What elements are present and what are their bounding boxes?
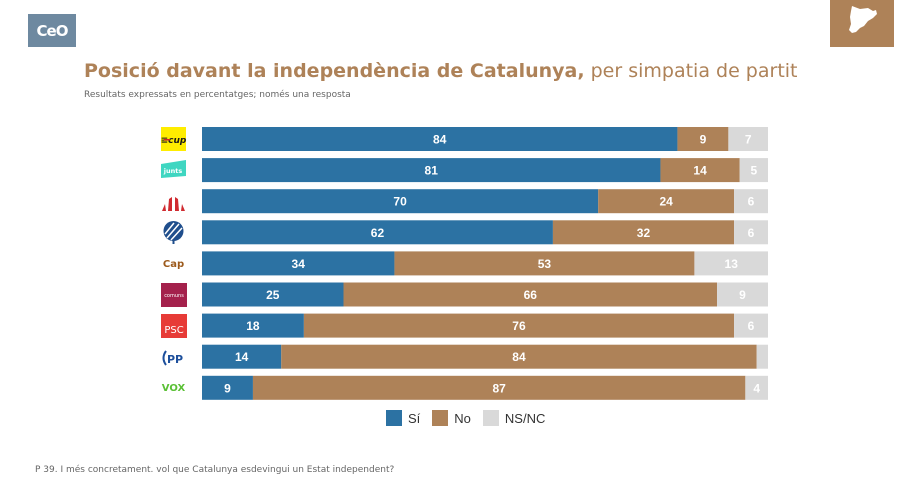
ceo-logo-icon: CeO: [28, 14, 76, 47]
legend-label-si: Sí: [408, 410, 421, 426]
bar-row-cap: 34 53 13: [202, 251, 768, 276]
psc-logo-text: PSC: [164, 325, 183, 336]
data-label-no-junts: 14: [693, 164, 707, 178]
cup-logo-icon: ≡cup: [160, 127, 187, 151]
legend-swatch-si: [386, 410, 402, 426]
comuns-logo-text: comuns: [164, 293, 184, 299]
chart-title-bold: Posició davant la independència de Catal…: [84, 60, 585, 82]
bar-si-pp: [202, 344, 282, 369]
pp-logo-text: PP: [167, 353, 183, 366]
bar-no-cap: [394, 251, 695, 276]
legend-swatch-no: [432, 410, 449, 426]
bar-nsnc-junts: [739, 158, 768, 183]
data-label-nsnc-erc: 6: [748, 195, 755, 209]
bar-si-psc: [202, 313, 304, 338]
bar-nsnc-cap: [694, 251, 768, 276]
bar-row-cup: 84 9 7: [202, 127, 768, 151]
data-label-si-junts: 81: [425, 164, 439, 178]
legend-item-no: No: [432, 410, 471, 426]
comuns-logo-icon: comuns: [160, 283, 187, 307]
chart-title-light: per simpatia de partit: [584, 60, 798, 82]
legend-label-no: No: [454, 410, 471, 426]
data-label-no-vox: 87: [492, 381, 506, 395]
bar-si-erc: [202, 189, 599, 214]
chart-title: Posició davant la independència de Catal…: [84, 60, 798, 82]
data-label-no-comuns: 66: [524, 288, 538, 302]
data-label-no-cap: 53: [538, 257, 552, 271]
data-label-si-erc: 70: [393, 195, 407, 209]
data-label-si-vox: 9: [224, 381, 231, 395]
data-label-nsnc-psc: 6: [748, 319, 755, 333]
bar-row-junts: 81 14 5: [202, 158, 768, 183]
cap-label-text: Cap: [162, 258, 185, 270]
data-label-nsnc-cap: 13: [725, 257, 739, 271]
bar-no-psc: [303, 313, 735, 338]
bar-no-vox: [252, 375, 746, 400]
bar-row-vox: 9 87 4: [202, 375, 768, 400]
bar-row-alhora: 62 32 6: [202, 220, 768, 245]
bar-nsnc-alhora: [734, 220, 768, 245]
bar-row-pp: 14 84: [202, 344, 768, 369]
legend-swatch-nsnc: [482, 410, 499, 426]
ceo-logo-text: CeO: [36, 21, 69, 40]
bar-no-alhora: [552, 220, 735, 245]
bar-nsnc-vox: [745, 375, 768, 400]
data-label-si-alhora: 62: [371, 226, 385, 240]
pp-logo-icon: PP: [160, 345, 187, 369]
legend-label-nsnc: NS/NC: [504, 410, 546, 426]
bar-nsnc-cup: [728, 127, 768, 151]
bar-si-cup: [202, 127, 678, 151]
data-label-nsnc-junts: 5: [751, 164, 758, 178]
bar-si-comuns: [202, 282, 344, 307]
data-label-si-cup: 84: [433, 133, 447, 147]
bar-nsnc-comuns: [717, 282, 768, 307]
junts-logo-icon: junts: [160, 158, 187, 182]
junts-logo-text: junts: [163, 167, 183, 175]
data-label-no-pp: 84: [512, 350, 526, 364]
bar-row-psc: 18 76 6: [202, 313, 768, 338]
bar-row-comuns: 25 66 9: [202, 282, 768, 307]
data-label-no-psc: 76: [512, 319, 526, 333]
data-label-no-cup: 9: [700, 133, 707, 147]
legend-item-nsnc: NS/NC: [482, 410, 546, 426]
catalonia-map-icon: [830, 0, 894, 47]
data-label-si-psc: 18: [246, 319, 260, 333]
data-label-nsnc-comuns: 9: [739, 288, 746, 302]
bar-si-vox: [202, 375, 253, 400]
bar-no-comuns: [343, 282, 718, 307]
bar-no-junts: [660, 158, 740, 183]
vox-logo-icon: VOX: [160, 376, 187, 400]
data-label-nsnc-vox: 4: [753, 381, 760, 395]
data-label-nsnc-alhora: 6: [748, 226, 755, 240]
erc-logo-icon: [160, 189, 187, 213]
bar-no-cup: [677, 127, 729, 151]
data-label-no-erc: 24: [659, 195, 673, 209]
cup-logo-text: ≡cup: [161, 136, 186, 146]
data-label-no-alhora: 32: [637, 226, 651, 240]
bar-row-erc: 70 24 6: [202, 189, 768, 214]
tree-logo-icon: [160, 220, 187, 244]
data-label-si-comuns: 25: [266, 288, 280, 302]
vox-logo-text: VOX: [161, 382, 186, 394]
chart-legend: Sí No NS/NC: [386, 410, 557, 426]
psc-logo-icon: PSC: [160, 314, 187, 338]
bar-si-alhora: [202, 220, 553, 245]
bar-no-pp: [281, 344, 757, 369]
data-label-si-pp: 14: [235, 350, 249, 364]
bar-nsnc-erc: [734, 189, 768, 214]
bar-nsnc-pp: [756, 344, 768, 369]
question-footnote: P 39. I més concretament. vol que Catalu…: [35, 465, 395, 475]
bar-si-cap: [202, 251, 395, 276]
bar-si-junts: [202, 158, 661, 183]
bar-nsnc-psc: [734, 313, 768, 338]
bar-no-erc: [598, 189, 735, 214]
data-label-nsnc-cup: 7: [745, 133, 752, 147]
legend-item-si: Sí: [386, 410, 420, 426]
chart-subtitle: Resultats expressats en percentatges; no…: [84, 90, 351, 100]
data-label-si-cap: 34: [292, 257, 306, 271]
cap-label-icon: Cap: [160, 252, 187, 276]
